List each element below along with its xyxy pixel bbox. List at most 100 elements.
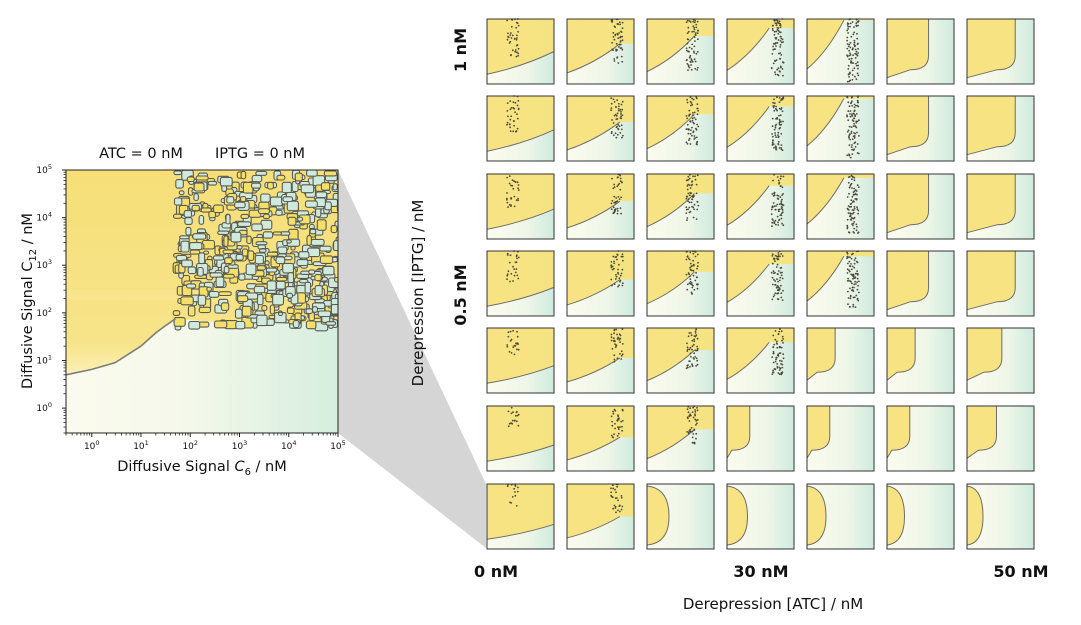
- panel-noise-dot: [687, 26, 690, 29]
- panel-noise-dot: [781, 335, 784, 338]
- main-noise-patch: [180, 240, 190, 253]
- panel-noise-dot: [846, 114, 848, 117]
- panel-noise-dot: [515, 505, 518, 507]
- panel-noise-dot: [849, 22, 852, 25]
- panel-noise-dot: [695, 26, 698, 29]
- panel-noise-dot: [779, 35, 782, 38]
- main-x-tick-label: 102: [182, 439, 198, 452]
- panel-noise-dot: [619, 117, 622, 119]
- main-noise-patch: [197, 266, 204, 277]
- panel-noise-dot: [621, 253, 624, 256]
- panel-noise-dot: [774, 330, 777, 332]
- panel-noise-dot: [776, 21, 779, 23]
- panel-noise-dot: [689, 352, 692, 355]
- panel-noise-dot: [516, 330, 518, 333]
- panel-noise-dot: [508, 182, 511, 185]
- panel-noise-dot: [515, 268, 518, 270]
- panel-noise-dot: [517, 413, 520, 416]
- panel-noise-dot: [775, 223, 777, 226]
- panel-noise-dot: [774, 43, 776, 45]
- panel-noise-dot: [694, 332, 697, 334]
- panel-noise-dot: [613, 211, 615, 214]
- panel-noise-dot: [688, 109, 691, 112]
- panel-noise-dot: [782, 41, 784, 43]
- panel-noise-dot: [779, 177, 782, 180]
- panel-noise-dot: [617, 414, 619, 416]
- panel-noise-dot: [688, 20, 691, 22]
- panel-noise-dot: [696, 359, 699, 362]
- panel-noise-dot: [848, 73, 851, 75]
- panel-noise-dot: [777, 372, 780, 374]
- panel-noise-dot: [611, 284, 613, 287]
- panel-noise-dot: [614, 278, 617, 280]
- panel-noise-dot: [514, 271, 517, 274]
- panel-noise-dot: [850, 174, 853, 177]
- main-noise-patch: [235, 320, 246, 330]
- panel-noise-dot: [696, 349, 698, 352]
- panel-noise-dot: [781, 277, 784, 280]
- panel-noise-dot: [616, 357, 619, 360]
- panel-noise-dot: [775, 205, 777, 207]
- panel-high-state-region: [647, 251, 714, 304]
- panel-noise-dot: [515, 51, 518, 54]
- panel-frame: [646, 18, 715, 85]
- panel-noise-dot: [514, 37, 516, 40]
- panel-noise-dot: [693, 45, 696, 48]
- main-noise-patch: [235, 253, 244, 261]
- panel-noise-dot: [775, 24, 778, 27]
- main-x-tick-exponent: 4: [292, 439, 296, 447]
- main-y-tick-base: 10: [36, 166, 48, 176]
- small-multiple-panel: [486, 18, 555, 85]
- panel-noise-dot: [621, 27, 624, 30]
- panel-noise-dot: [853, 109, 856, 112]
- panel-frame: [486, 250, 555, 317]
- panel-noise-dot: [773, 128, 776, 131]
- panel-boundary-contour: [646, 35, 695, 73]
- panel-noise-dot: [775, 30, 778, 33]
- panel-noise-dot: [848, 269, 850, 272]
- panel-noise-dot: [512, 280, 514, 282]
- panel-noise-dot: [614, 422, 616, 425]
- small-multiple-panel: [646, 327, 715, 394]
- panel-noise-dot: [610, 434, 613, 437]
- panel-noise-dot: [694, 137, 696, 139]
- main-noise-patch: [209, 272, 223, 278]
- panel-noise-dot: [509, 501, 511, 504]
- panel-noise-dot: [771, 225, 773, 228]
- panel-noise-dot: [851, 282, 853, 285]
- main-noise-patch: [275, 276, 288, 282]
- panel-noise-dot: [775, 266, 778, 268]
- panel-noise-dot: [775, 146, 777, 149]
- panel-noise-dot: [692, 357, 695, 359]
- panel-noise-dot: [777, 298, 780, 301]
- panel-noise-dot: [771, 193, 774, 195]
- panel-noise-dot: [856, 206, 858, 209]
- panel-noise-dot: [851, 119, 854, 121]
- panel-noise-dot: [855, 190, 858, 192]
- panel-high-state-region: [967, 251, 1016, 310]
- panel-noise-dot: [851, 195, 854, 198]
- panel-noise-dot: [616, 49, 619, 51]
- panel-noise-dot: [849, 113, 851, 115]
- panel-noise-dot: [775, 356, 778, 359]
- panel-noise-dot: [776, 363, 779, 365]
- panel-noise-dot: [847, 303, 849, 306]
- panel-noise-dot: [689, 346, 692, 349]
- panel-noise-dot: [856, 225, 858, 228]
- panel-noise-dot: [697, 30, 699, 32]
- main-noise-patch: [175, 254, 188, 262]
- panel-noise-dot: [510, 272, 513, 275]
- panel-noise-dot: [621, 255, 624, 258]
- panel-noise-dot: [616, 133, 619, 136]
- panel-noise-dot: [616, 118, 619, 120]
- panel-noise-dot: [613, 262, 616, 265]
- panel-high-state-region: [807, 251, 874, 302]
- panel-noise-dot: [512, 101, 515, 104]
- main-noise-patch: [266, 181, 274, 190]
- small-multiple-panel: [646, 173, 715, 240]
- panel-noise-dot: [691, 183, 694, 186]
- panel-noise-dot: [780, 212, 783, 215]
- panel-noise-dot: [691, 345, 694, 348]
- main-y-tick-label: 104: [36, 211, 52, 224]
- panel-noise-dot: [513, 124, 515, 127]
